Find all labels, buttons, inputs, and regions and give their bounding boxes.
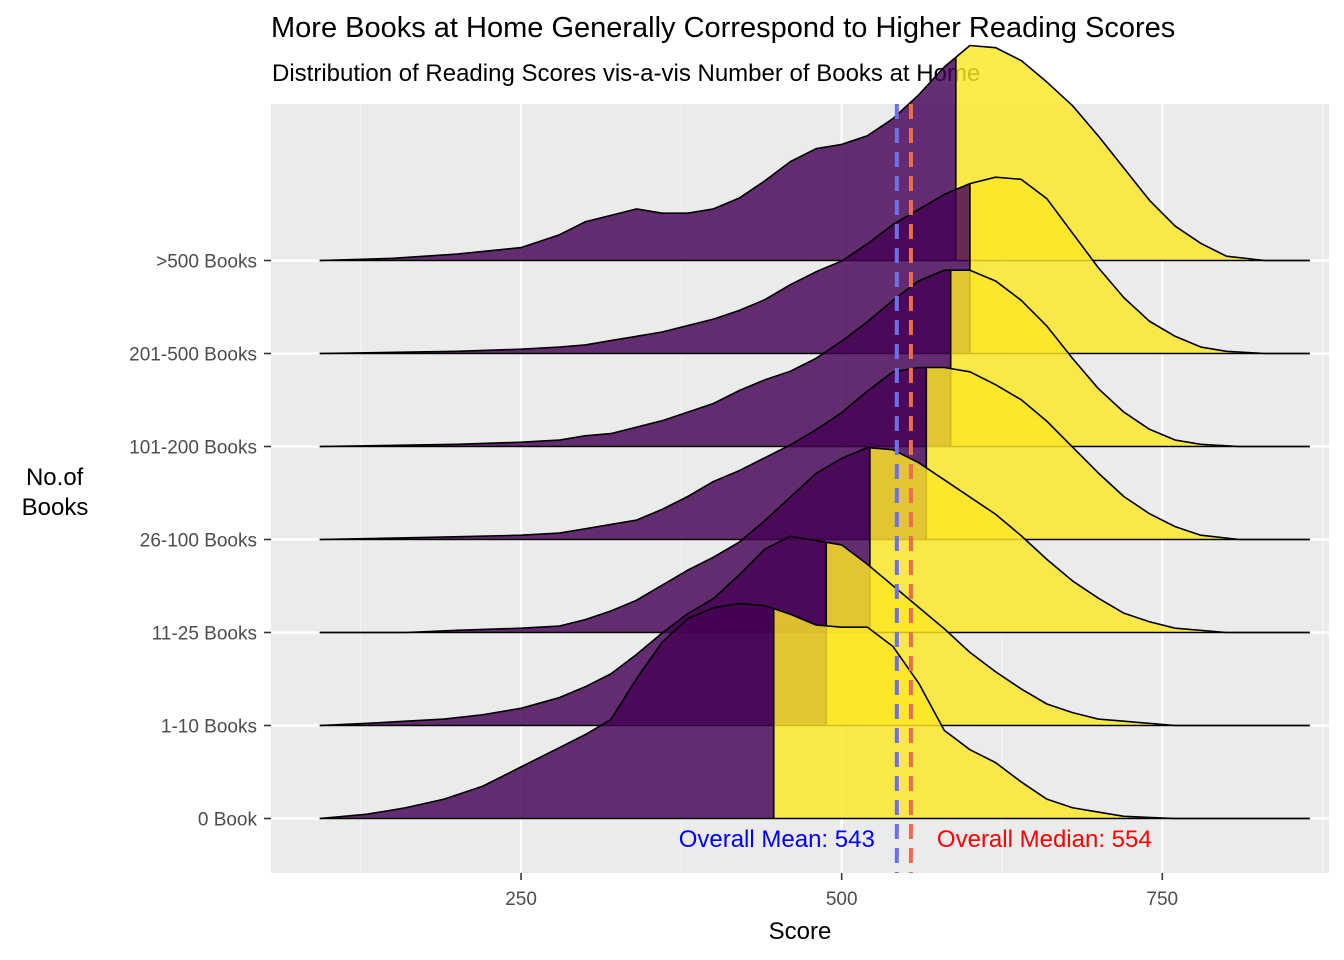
ridge-fill-above-median	[969, 177, 1310, 354]
ridge-outline	[319, 602, 1310, 820]
ridges	[319, 44, 1310, 820]
ridge-outline	[319, 366, 1310, 541]
ridge-outline	[319, 44, 1310, 262]
chart-title: More Books at Home Generally Correspond …	[271, 12, 1176, 44]
y-tick-label: 26-100 Books	[140, 531, 257, 552]
ref-label-overall-median: Overall Median: 554	[937, 826, 1152, 853]
x-axis-title: Score	[769, 918, 832, 945]
ridge-fill-above-median	[826, 542, 1310, 726]
y-tick-label: 101-200 Books	[129, 438, 257, 459]
ridge-fill-below-median	[319, 183, 970, 354]
y-tick-label: 1-10 Books	[161, 717, 257, 738]
ridge-fill-above-median	[950, 270, 1310, 447]
ridge-fill-above-median	[773, 608, 1310, 819]
x-tick-label: 500	[826, 889, 858, 910]
ridge-fill-below-median	[319, 367, 927, 540]
x-axis: 250 500 750	[505, 873, 1178, 910]
ridge-outline	[319, 446, 1310, 634]
ridge-outline	[319, 269, 1310, 448]
ridge-outline	[319, 535, 1310, 727]
y-tick-label: 11-25 Books	[152, 624, 257, 645]
ridge-fill-above-median	[926, 367, 1310, 540]
ridge-group	[319, 602, 1310, 820]
y-tick-label: 201-500 Books	[129, 345, 257, 366]
y-axis-title: No.of Books	[22, 464, 90, 521]
y-tick-label: >500 Books	[156, 252, 257, 273]
ridge-fill-below-median	[319, 57, 956, 261]
chart-subtitle: Distribution of Reading Scores vis-a-vis…	[272, 60, 981, 87]
x-tick-label: 750	[1146, 889, 1178, 910]
ridge-fill-below-median	[319, 603, 774, 819]
ridge-fill-above-median	[869, 447, 1310, 633]
y-tick-label: 0 Book	[198, 810, 258, 831]
y-axis: 0 Book 1-10 Books 11-25 Books 26-100 Books 1…	[129, 252, 271, 831]
ref-label-overall-mean: Overall Mean: 543	[679, 826, 875, 853]
ridge-fill-below-median	[319, 270, 951, 447]
x-tick-label: 250	[505, 889, 537, 910]
ridge-outline	[319, 176, 1310, 355]
reference-lines: Overall Mean: 543 Overall Median: 554	[679, 104, 1152, 873]
